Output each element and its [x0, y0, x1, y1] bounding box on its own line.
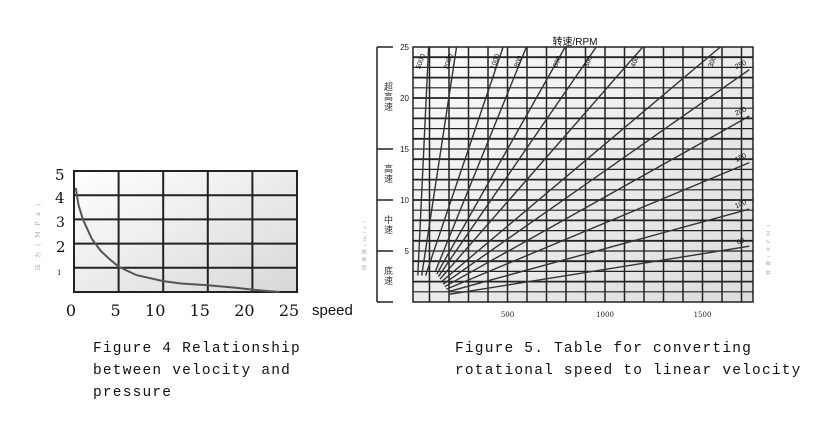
line-label: 1000: [490, 53, 502, 70]
conversion-line: [439, 46, 644, 280]
line-label: 500: [584, 55, 595, 68]
conversion-line: [449, 245, 750, 296]
line-label: 800: [514, 55, 525, 68]
y-tick-label: 2: [56, 238, 66, 256]
y-tick-label: 25: [400, 43, 409, 52]
line-label: 60: [736, 237, 746, 247]
conversion-line: [421, 46, 458, 276]
y-tick-label: 1: [57, 269, 61, 277]
caption-line: Figure 5. Table for converting: [455, 341, 753, 357]
conversion-line: [437, 46, 597, 277]
y-tick-label: 5: [55, 166, 65, 184]
x-tick-label: 0: [66, 301, 76, 320]
caption-line: rotational speed to linear velocity: [455, 363, 802, 379]
y-axis-label: 线速度(m/s): [361, 218, 368, 270]
conversion-line: [444, 115, 750, 288]
y-tick-label: 20: [400, 94, 409, 103]
y-tick-label: 3: [56, 215, 65, 231]
line-label: 2000: [443, 53, 455, 70]
figure5-chart: 5000 2000 1000 800 600 500 400 300 250 200 150 100 6…: [361, 35, 772, 319]
x-axis-label: speed: [312, 302, 353, 319]
caption-line: pressure: [93, 385, 173, 401]
conversion-line: [441, 46, 721, 283]
conversion-line: [424, 46, 504, 276]
caption-line: Figure 4 Relationship: [93, 341, 301, 357]
line-label: 150: [734, 153, 748, 164]
speed-zone-label: 超高速: [382, 82, 392, 112]
line-label: 250: [734, 60, 748, 71]
y-axis-label: 压力(MPa): [34, 198, 42, 270]
x-tick-label: 25: [279, 301, 299, 320]
x-tick-label: 500: [501, 311, 514, 319]
figure5-caption: Figure 5. Table for converting rotational…: [455, 338, 802, 382]
right-axis-label: 转速(RPM): [765, 221, 772, 275]
x-tick-label: 1500: [694, 311, 712, 319]
conversion-line: [447, 208, 750, 293]
figure4-chart: 0 5 10 15 20 25 speed 1 2 3 4 5 压力(MPa): [34, 166, 353, 320]
data-curve: [74, 187, 280, 293]
y-tick-label: 5: [405, 247, 410, 256]
caption-line: between velocity and: [93, 363, 292, 379]
speed-zone-label: 底速: [382, 266, 392, 286]
conversion-line: [434, 46, 528, 272]
line-label: 400: [630, 55, 641, 68]
x-tick-label: 15: [190, 301, 210, 320]
conversion-line: [446, 161, 750, 290]
x-tick-label: 1000: [596, 311, 614, 319]
conversion-line: [442, 69, 750, 285]
line-label: 600: [552, 55, 563, 68]
conversion-line: [436, 46, 566, 275]
y-tick-label: 4: [55, 189, 65, 207]
conversion-line: [417, 46, 430, 276]
figure4-caption: Figure 4 Relationship between velocity an…: [93, 338, 301, 404]
chart-title: 转速/RPM: [553, 35, 598, 48]
x-tick-label: 10: [145, 301, 165, 320]
plot-area: [412, 46, 754, 303]
speed-zone-label: 高速: [382, 164, 392, 184]
speed-zone-label: 中速: [382, 215, 392, 235]
line-label: 200: [734, 106, 748, 117]
y-tick-label: 15: [400, 145, 409, 154]
line-label: 5000: [415, 53, 427, 70]
line-label: 300: [708, 55, 719, 68]
x-tick-label: 5: [111, 301, 121, 320]
line-label: 100: [734, 199, 748, 210]
x-tick-label: 20: [234, 301, 254, 320]
y-tick-label: 10: [400, 196, 409, 205]
plot-area: [73, 170, 298, 293]
